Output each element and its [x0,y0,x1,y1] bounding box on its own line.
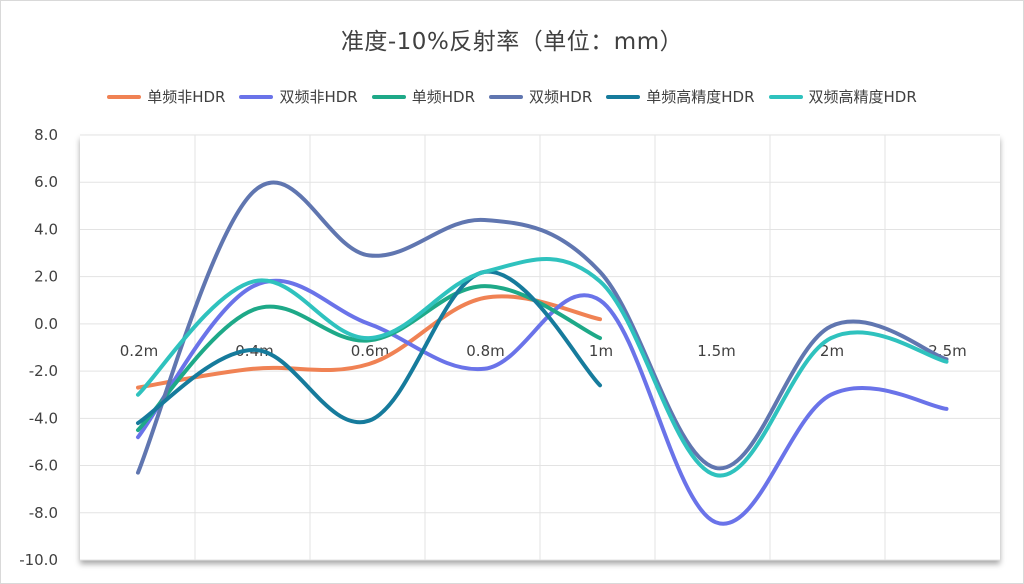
legend-label: 单频高精度HDR [646,88,755,106]
series-line-2 [136,278,949,526]
series-line-6 [136,257,949,478]
x-category-label: 0.2m [120,342,158,360]
series-line-5 [136,269,602,426]
legend-swatch [606,94,641,99]
legend-item[interactable]: 单频非HDR [107,86,225,107]
series-line-4 [136,180,949,475]
legend-swatch [107,94,142,99]
legend-label: 双频高精度HDR [808,88,917,106]
legend-label: 双频HDR [529,88,593,106]
chart-title: 准度-10%反射率（单位：mm） [340,29,684,55]
y-tick-label: -8.0 [29,504,58,522]
x-category-label: 1.5m [697,342,735,360]
legend-swatch [239,94,274,99]
legend-swatch [489,94,523,99]
legend-swatch [371,94,406,99]
y-tick-label: 8.0 [34,126,58,144]
chart-legend: 单频非HDR 双频非HDR 单频HDR 双频HDR 单频高精度HDR 双频高精度HDR [0,86,1024,107]
y-tick-label: -10.0 [19,551,58,569]
x-category-label: 2m [820,342,844,360]
x-category-label: 1m [589,342,613,360]
y-tick-label: -4.0 [29,409,58,427]
legend-item[interactable]: 单频高精度HDR [606,86,755,107]
legend-item[interactable]: 单频HDR [371,86,475,107]
x-category-label: 0.6m [351,342,389,360]
y-tick-label: -6.0 [29,457,58,475]
y-tick-label: 4.0 [34,220,58,238]
legend-swatch [768,94,803,99]
legend-item[interactable]: 双频HDR [489,86,592,107]
legend-item[interactable]: 双频高精度HDR [768,86,917,107]
legend-label: 双频非HDR [279,88,358,106]
legend-label: 单频HDR [411,88,475,106]
y-tick-label: 6.0 [34,173,58,191]
series-line-3 [136,284,602,433]
y-tick-label: -2.0 [29,362,58,380]
legend-label: 单频非HDR [147,88,226,106]
x-category-label: 0.8m [466,342,504,360]
legend-item[interactable]: 双频非HDR [239,86,358,107]
y-tick-label: 0.0 [34,315,58,333]
y-tick-label: 2.0 [34,268,58,286]
